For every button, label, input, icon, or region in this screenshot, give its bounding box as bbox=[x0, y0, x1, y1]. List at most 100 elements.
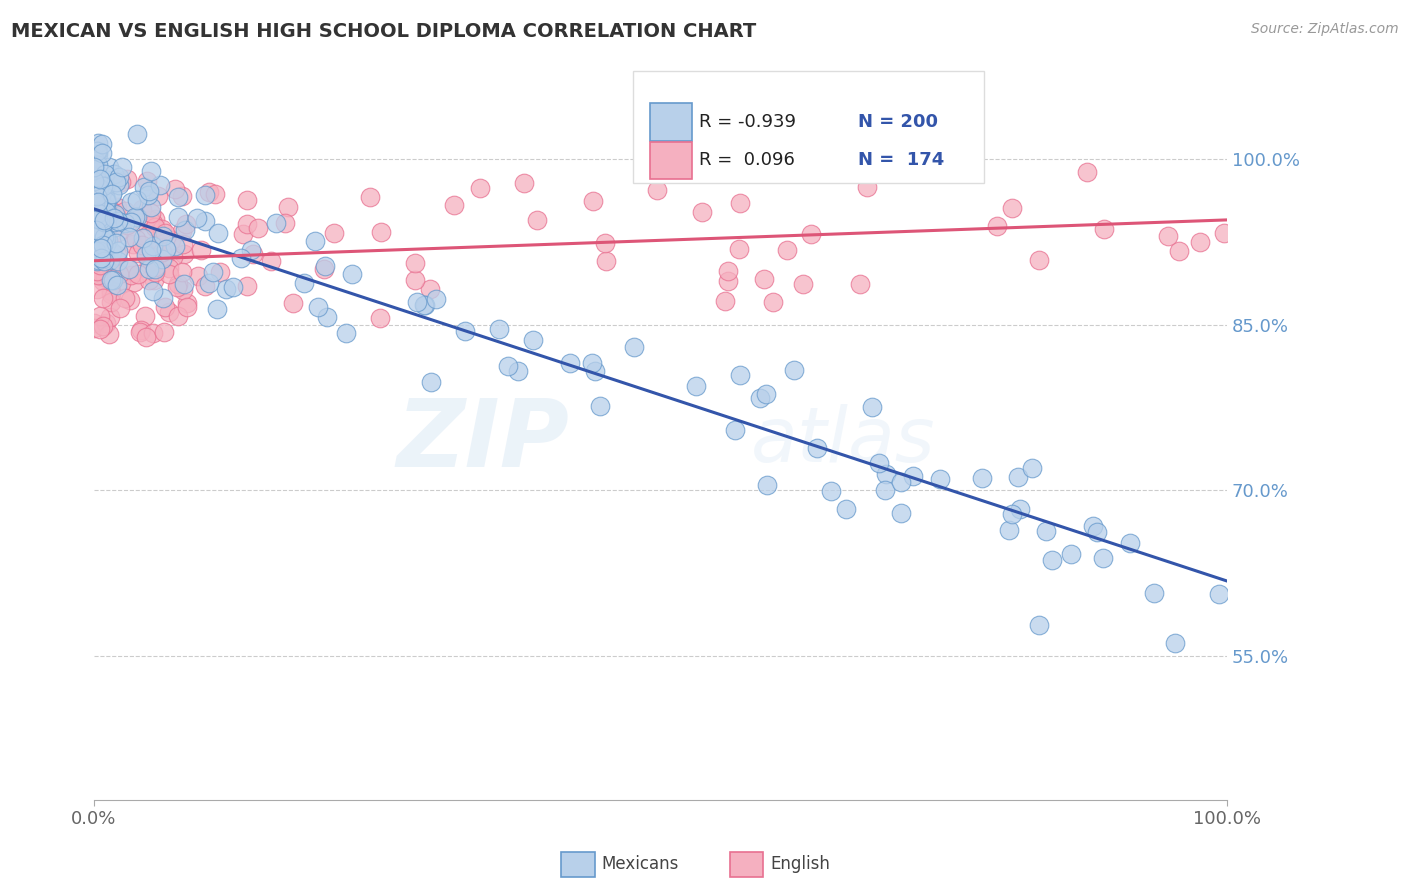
Point bbox=[1007, 470, 1029, 484]
Point bbox=[91, 145, 114, 160]
Point bbox=[748, 391, 770, 405]
Point bbox=[454, 324, 477, 338]
Point bbox=[172, 265, 194, 279]
Point bbox=[111, 160, 134, 174]
Point bbox=[866, 157, 889, 171]
Point bbox=[87, 267, 110, 281]
Point bbox=[114, 216, 136, 230]
Point bbox=[94, 205, 117, 219]
Point bbox=[413, 298, 436, 312]
Point bbox=[173, 277, 195, 291]
Point bbox=[150, 222, 173, 236]
Point bbox=[87, 228, 110, 243]
Point bbox=[166, 309, 188, 323]
Point bbox=[138, 248, 160, 262]
Point bbox=[89, 322, 111, 336]
Point bbox=[132, 180, 155, 194]
Point bbox=[215, 282, 238, 296]
Point bbox=[274, 216, 297, 230]
Text: N =  174: N = 174 bbox=[858, 152, 943, 169]
Point bbox=[87, 167, 110, 181]
Point bbox=[100, 287, 122, 301]
Point bbox=[153, 300, 176, 314]
Point bbox=[1164, 636, 1187, 650]
Point bbox=[173, 222, 195, 236]
Point bbox=[131, 323, 153, 337]
Point bbox=[108, 301, 131, 315]
Point bbox=[1167, 244, 1189, 258]
Point bbox=[98, 160, 121, 174]
Point bbox=[89, 221, 111, 235]
Point bbox=[84, 244, 107, 258]
Point bbox=[131, 202, 153, 217]
Point bbox=[155, 242, 177, 256]
Text: atlas: atlas bbox=[751, 404, 935, 478]
Point bbox=[690, 205, 713, 219]
Point bbox=[120, 268, 142, 282]
Point bbox=[134, 309, 156, 323]
Point bbox=[117, 172, 139, 186]
Point bbox=[236, 217, 259, 231]
Point bbox=[138, 257, 160, 271]
Point bbox=[730, 368, 752, 383]
Point bbox=[90, 241, 112, 255]
Point bbox=[292, 276, 315, 290]
Point bbox=[304, 234, 326, 248]
Point bbox=[312, 262, 335, 277]
Point bbox=[86, 195, 108, 210]
Point bbox=[762, 295, 785, 310]
Point bbox=[86, 189, 108, 203]
Point bbox=[1008, 502, 1031, 516]
Point bbox=[173, 247, 195, 261]
Point bbox=[1040, 553, 1063, 567]
Point bbox=[101, 205, 124, 219]
Point bbox=[166, 210, 188, 224]
Point bbox=[776, 243, 799, 257]
Point bbox=[91, 185, 114, 199]
Point bbox=[94, 201, 117, 215]
Point bbox=[107, 244, 129, 258]
Point bbox=[589, 399, 612, 413]
Point bbox=[152, 229, 174, 244]
Point bbox=[623, 340, 645, 354]
Point bbox=[91, 179, 114, 194]
Point bbox=[96, 260, 118, 275]
Point bbox=[207, 227, 229, 241]
Point bbox=[90, 250, 112, 264]
Point bbox=[149, 178, 172, 192]
Point bbox=[526, 213, 548, 227]
Point bbox=[582, 194, 605, 208]
Point bbox=[107, 214, 129, 228]
Point bbox=[87, 208, 110, 222]
Point bbox=[1213, 227, 1236, 241]
Text: Mexicans: Mexicans bbox=[602, 855, 679, 873]
Point bbox=[127, 193, 149, 207]
Point bbox=[176, 301, 198, 315]
Point bbox=[117, 262, 139, 277]
Point bbox=[142, 239, 165, 253]
Point bbox=[160, 233, 183, 247]
Point bbox=[800, 227, 823, 241]
Point bbox=[86, 252, 108, 266]
Point bbox=[93, 220, 115, 235]
Point bbox=[83, 208, 105, 222]
Point bbox=[91, 238, 114, 252]
Point bbox=[368, 311, 391, 326]
Point bbox=[91, 224, 114, 238]
Point bbox=[86, 228, 108, 243]
Point bbox=[87, 217, 110, 231]
Point bbox=[820, 483, 842, 498]
Point bbox=[90, 216, 112, 230]
Point bbox=[91, 239, 114, 253]
Point bbox=[124, 210, 146, 224]
Point bbox=[107, 254, 129, 268]
Point bbox=[136, 187, 159, 202]
Point bbox=[87, 136, 110, 151]
Point bbox=[125, 232, 148, 246]
Point bbox=[166, 189, 188, 203]
Point bbox=[236, 193, 259, 207]
Point bbox=[84, 197, 107, 211]
Point bbox=[138, 184, 160, 198]
Point bbox=[91, 239, 114, 253]
Point bbox=[101, 271, 124, 285]
